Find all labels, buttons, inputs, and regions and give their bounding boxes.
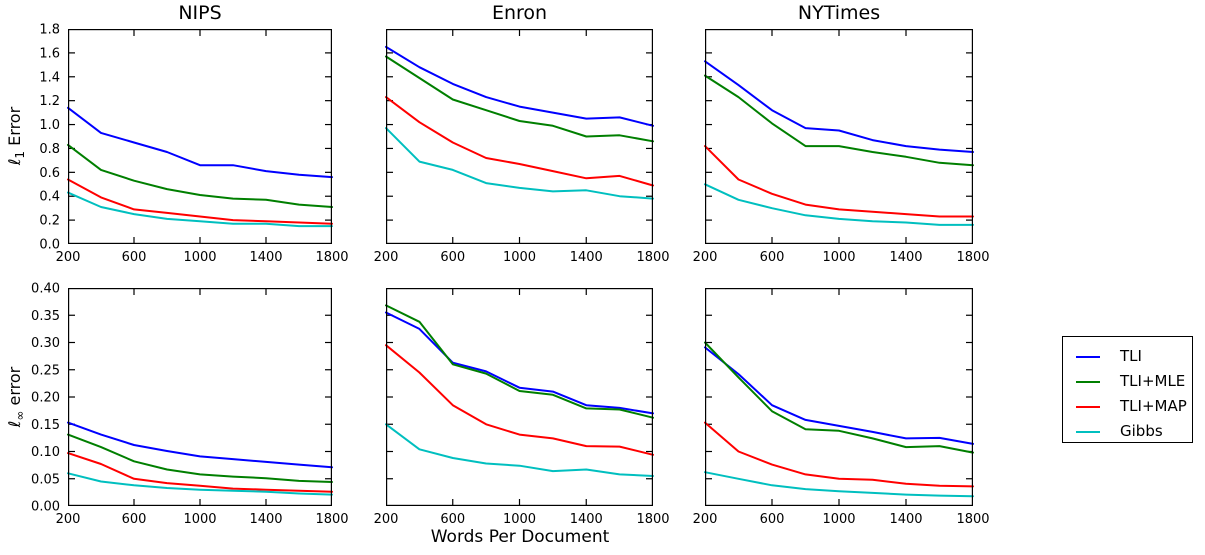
svg-text:1800: 1800 bbox=[956, 250, 989, 265]
plot-canvas-enron-linf: 200 600 1000 1400 1800 bbox=[374, 288, 670, 527]
svg-text:600: 600 bbox=[760, 250, 785, 265]
svg-text:0.25: 0.25 bbox=[31, 363, 60, 378]
svg-text:0.10: 0.10 bbox=[31, 445, 60, 460]
svg-text:1400: 1400 bbox=[249, 250, 282, 265]
xaxis-label: Words Per Document bbox=[430, 527, 610, 547]
subplot-title-nips: NIPS bbox=[178, 2, 222, 24]
svg-text:1.4: 1.4 bbox=[39, 70, 60, 85]
legend-label-tli-map: TLI+MAP bbox=[1120, 397, 1187, 415]
svg-text:200: 200 bbox=[374, 512, 399, 527]
svg-text:0.40: 0.40 bbox=[31, 282, 60, 297]
linf-subscript: ∞ bbox=[13, 410, 28, 421]
svg-text:1000: 1000 bbox=[503, 512, 536, 527]
svg-text:1000: 1000 bbox=[822, 512, 855, 527]
svg-text:0.2: 0.2 bbox=[39, 214, 60, 229]
plot-enron-l1: 200 600 1000 1400 1800 bbox=[374, 29, 670, 265]
svg-text:1800: 1800 bbox=[636, 250, 669, 265]
legend: TLI TLI+MLE TLI+MAP Gibbs bbox=[1062, 336, 1193, 443]
svg-text:600: 600 bbox=[440, 250, 465, 265]
plot-nytimes-linf: 200 600 1000 1400 1800 bbox=[693, 288, 990, 527]
svg-text:1000: 1000 bbox=[183, 512, 216, 527]
l1-symbol: ℓ bbox=[4, 158, 24, 166]
svg-text:1.8: 1.8 bbox=[39, 23, 60, 38]
subplot-title-nytimes: NYTimes bbox=[797, 2, 881, 24]
svg-text:200: 200 bbox=[693, 512, 718, 527]
svg-text:600: 600 bbox=[440, 512, 465, 527]
yaxis-label-l1-error: ℓ1 Error bbox=[5, 107, 27, 165]
tli-mle-line-sample bbox=[1076, 380, 1100, 383]
subplot-title-enron: Enron bbox=[491, 2, 548, 24]
svg-text:600: 600 bbox=[122, 250, 147, 265]
svg-text:0.05: 0.05 bbox=[31, 472, 60, 487]
svg-text:600: 600 bbox=[760, 512, 785, 527]
plot-canvas-nips-linf: 200 600 1000 1400 1800 0.00 0.05 0.10 0.15 0.20 0.… bbox=[31, 282, 349, 528]
legend-label-tli-mle: TLI+MLE bbox=[1120, 372, 1186, 390]
legend-item-tli: TLI bbox=[1063, 344, 1192, 369]
svg-text:1.6: 1.6 bbox=[39, 46, 60, 61]
svg-text:0.20: 0.20 bbox=[31, 391, 60, 406]
svg-text:1000: 1000 bbox=[183, 250, 216, 265]
plot-canvas-nytimes-linf: 200 600 1000 1400 1800 bbox=[693, 288, 990, 527]
linf-text: error bbox=[4, 366, 24, 411]
svg-text:0.4: 0.4 bbox=[39, 190, 60, 205]
plot-canvas-nips-l1: 200 600 1000 1400 1800 0.0 0.2 0.4 0.6 0.8 1.0 1.2 1… bbox=[39, 23, 348, 266]
svg-text:200: 200 bbox=[693, 250, 718, 265]
svg-text:1.0: 1.0 bbox=[39, 118, 60, 133]
svg-text:200: 200 bbox=[56, 512, 81, 527]
tli-line-sample bbox=[1076, 355, 1100, 358]
l1-subscript: 1 bbox=[13, 150, 28, 159]
svg-text:600: 600 bbox=[122, 512, 147, 527]
svg-text:0.15: 0.15 bbox=[31, 418, 60, 433]
legend-item-tli-mle: TLI+MLE bbox=[1063, 369, 1192, 394]
svg-text:0.0: 0.0 bbox=[39, 238, 60, 253]
svg-text:1400: 1400 bbox=[570, 250, 603, 265]
svg-text:1400: 1400 bbox=[889, 512, 922, 527]
svg-text:0.35: 0.35 bbox=[31, 309, 60, 324]
svg-text:0.00: 0.00 bbox=[31, 500, 60, 515]
svg-text:1400: 1400 bbox=[249, 512, 282, 527]
svg-text:200: 200 bbox=[56, 250, 81, 265]
plot-nips-linf: 200 600 1000 1400 1800 0.00 0.05 0.10 0.15 0.20 0.… bbox=[31, 282, 349, 528]
tli-map-line-sample bbox=[1076, 405, 1100, 408]
svg-text:1800: 1800 bbox=[315, 512, 348, 527]
legend-label-gibbs: Gibbs bbox=[1120, 422, 1163, 440]
svg-text:0.6: 0.6 bbox=[39, 166, 60, 181]
svg-text:1000: 1000 bbox=[503, 250, 536, 265]
svg-text:1800: 1800 bbox=[636, 512, 669, 527]
legend-item-gibbs: Gibbs bbox=[1063, 419, 1192, 444]
svg-text:1000: 1000 bbox=[822, 250, 855, 265]
svg-text:1400: 1400 bbox=[570, 512, 603, 527]
yaxis-label-linf-error: ℓ∞ error bbox=[5, 367, 27, 427]
plot-canvas-enron-l1: 200 600 1000 1400 1800 bbox=[374, 29, 670, 265]
svg-text:0.8: 0.8 bbox=[39, 142, 60, 157]
plot-enron-linf: 200 600 1000 1400 1800 bbox=[374, 288, 670, 527]
l1-text: Error bbox=[4, 106, 24, 151]
svg-text:0.30: 0.30 bbox=[31, 336, 60, 351]
linf-symbol: ℓ bbox=[4, 420, 24, 428]
legend-label-tli: TLI bbox=[1120, 347, 1142, 365]
plot-nytimes-l1: 200 600 1000 1400 1800 bbox=[693, 29, 990, 265]
plot-nips-l1: 200 600 1000 1400 1800 0.0 0.2 0.4 0.6 0.8 1.0 1.2 1… bbox=[39, 23, 348, 266]
svg-text:1400: 1400 bbox=[889, 250, 922, 265]
svg-text:200: 200 bbox=[374, 250, 399, 265]
svg-text:1800: 1800 bbox=[315, 250, 348, 265]
plot-canvas-nytimes-l1: 200 600 1000 1400 1800 bbox=[693, 29, 990, 265]
svg-text:1.2: 1.2 bbox=[39, 94, 60, 109]
svg-text:1800: 1800 bbox=[956, 512, 989, 527]
legend-item-tli-map: TLI+MAP bbox=[1063, 394, 1192, 419]
gibbs-line-sample bbox=[1076, 430, 1100, 433]
